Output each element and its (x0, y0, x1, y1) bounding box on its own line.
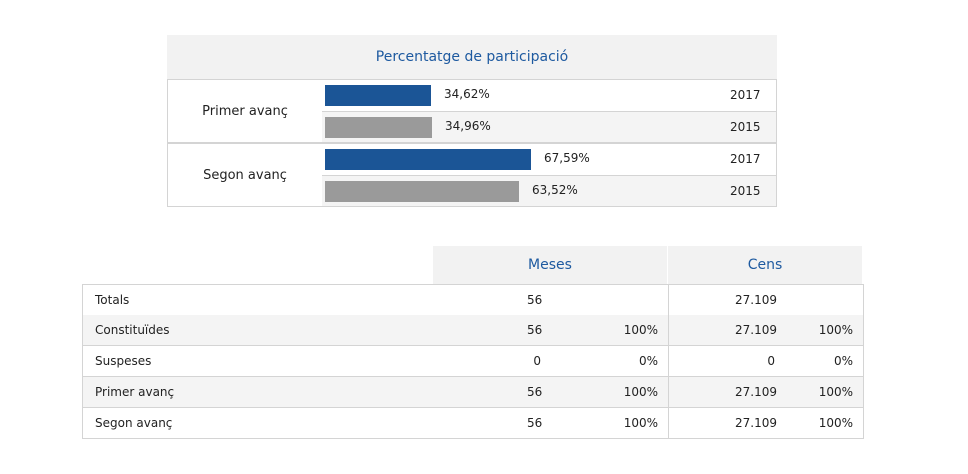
meses-value: 56 (527, 323, 543, 337)
cens-value: 27.109 (735, 293, 777, 307)
meses-value: 0 (533, 354, 541, 368)
participation-pct: 67,59% (544, 151, 590, 165)
summary-row-primer-avanc: Primer avanç 56 100% 27.109 100% (82, 377, 864, 408)
participation-group-primer: Primer avanç 34,62% 2017 34,96% 2015 (167, 79, 777, 143)
cens-header: Cens (668, 246, 862, 284)
summary-row-suspeses: Suspeses 0 0% 0 0% (82, 346, 864, 377)
row-label: Constituïdes (95, 323, 170, 337)
meses-pct: 100% (623, 323, 658, 337)
participation-year: 2017 (730, 152, 761, 166)
summary-row-constituides: Constituïdes 56 100% 27.109 100% (82, 315, 864, 346)
column-divider (668, 377, 669, 407)
row-label: Primer avanç (95, 385, 175, 399)
participation-group-segon: Segon avanç 67,59% 2017 63,52% 2015 (167, 143, 777, 207)
column-divider (668, 285, 669, 315)
participation-pct: 34,62% (444, 87, 490, 101)
participation-bar (325, 181, 519, 202)
group-label: Primer avanç (202, 103, 288, 119)
meses-pct: 100% (623, 416, 658, 430)
cens-pct: 100% (818, 385, 853, 399)
participation-pct: 34,96% (445, 119, 491, 133)
group-label: Segon avanç (203, 167, 287, 183)
summary-row-totals: Totals 56 27.109 (82, 284, 864, 316)
participation-row: 34,62% 2017 (322, 80, 776, 111)
summary-row-segon-avanc: Segon avanç 56 100% 27.109 100% (82, 408, 864, 439)
cens-pct: 100% (818, 416, 853, 430)
meses-value: 56 (527, 293, 543, 307)
row-label: Suspeses (95, 354, 152, 368)
participation-row: 63,52% 2015 (322, 175, 776, 206)
participation-bar (325, 117, 432, 138)
participation-row: 67,59% 2017 (322, 144, 776, 175)
meses-pct: 0% (638, 354, 658, 368)
participation-year: 2015 (730, 120, 761, 134)
meses-header: Meses (433, 246, 667, 284)
cens-value: 0 (767, 354, 775, 368)
column-divider (668, 346, 669, 376)
column-divider (668, 408, 669, 438)
row-label: Totals (95, 293, 130, 307)
participation-year: 2017 (730, 88, 761, 102)
cens-pct: 100% (818, 323, 853, 337)
participation-title: Percentatge de participació (167, 35, 777, 79)
column-divider (668, 315, 669, 345)
summary-table: Meses Cens Totals 56 27.109 Constituïdes… (82, 246, 864, 440)
participation-pct: 63,52% (532, 183, 578, 197)
cens-value: 27.109 (735, 385, 777, 399)
participation-table: Percentatge de participació Primer avanç… (167, 35, 777, 207)
cens-value: 27.109 (735, 323, 777, 337)
participation-bar (325, 149, 531, 170)
participation-bar (325, 85, 431, 106)
cens-value: 27.109 (735, 416, 777, 430)
participation-year: 2015 (730, 184, 761, 198)
meses-value: 56 (527, 385, 543, 399)
cens-pct: 0% (833, 354, 853, 368)
row-label: Segon avanç (95, 416, 173, 430)
participation-row: 34,96% 2015 (322, 111, 776, 142)
meses-value: 56 (527, 416, 543, 430)
meses-pct: 100% (623, 385, 658, 399)
